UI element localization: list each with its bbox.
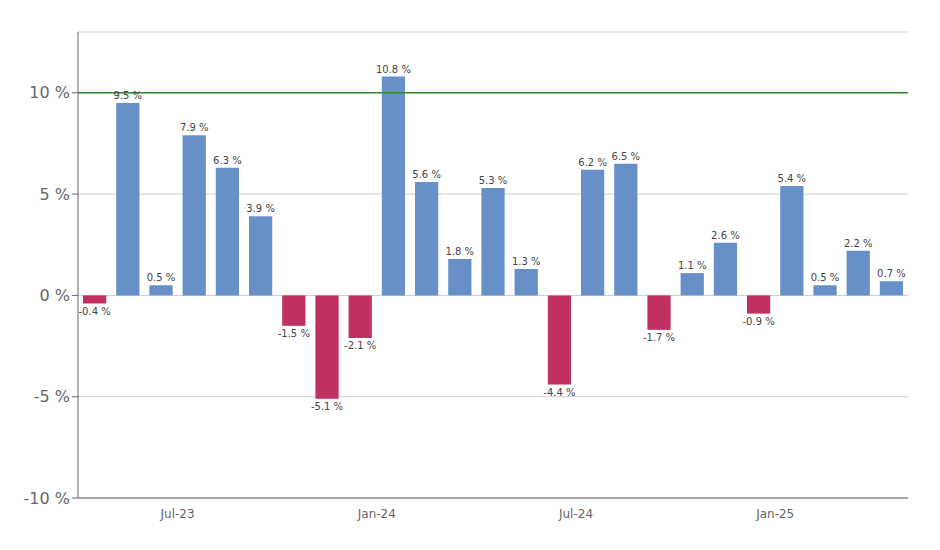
- svg-text:2.6 %: 2.6 %: [711, 230, 740, 241]
- svg-text:-4.4 %: -4.4 %: [543, 387, 575, 398]
- svg-text:-2.1 %: -2.1 %: [344, 340, 376, 351]
- svg-text:-10 %: -10 %: [24, 489, 70, 508]
- svg-text:3.9 %: 3.9 %: [246, 203, 275, 214]
- svg-text:Jan-25: Jan-25: [755, 507, 794, 521]
- svg-text:0.5 %: 0.5 %: [811, 272, 840, 283]
- svg-text:1.8 %: 1.8 %: [446, 246, 475, 257]
- svg-text:6.2 %: 6.2 %: [578, 157, 607, 168]
- svg-text:Jul-23: Jul-23: [160, 507, 195, 521]
- svg-text:0.7 %: 0.7 %: [877, 268, 906, 279]
- svg-text:-5.1 %: -5.1 %: [311, 401, 343, 412]
- svg-text:6.5 %: 6.5 %: [612, 151, 641, 162]
- svg-text:Jul-24: Jul-24: [558, 507, 593, 521]
- svg-text:1.1 %: 1.1 %: [678, 260, 707, 271]
- svg-text:5.6 %: 5.6 %: [412, 169, 441, 180]
- svg-text:5 %: 5 %: [40, 185, 70, 204]
- svg-text:2.2 %: 2.2 %: [844, 238, 873, 249]
- svg-text:-0.9 %: -0.9 %: [743, 316, 775, 327]
- svg-text:-0.4 %: -0.4 %: [79, 306, 111, 317]
- svg-text:7.9 %: 7.9 %: [180, 122, 209, 133]
- svg-text:10.8 %: 10.8 %: [376, 64, 411, 75]
- svg-text:-5 %: -5 %: [34, 387, 70, 406]
- svg-text:5.4 %: 5.4 %: [778, 173, 807, 184]
- svg-text:9.5 %: 9.5 %: [114, 90, 143, 101]
- svg-text:Jan-24: Jan-24: [357, 507, 396, 521]
- svg-text:6.3 %: 6.3 %: [213, 155, 242, 166]
- svg-text:0.5 %: 0.5 %: [147, 272, 176, 283]
- svg-text:5.3 %: 5.3 %: [479, 175, 508, 186]
- svg-text:-1.5 %: -1.5 %: [278, 328, 310, 339]
- svg-text:-1.7 %: -1.7 %: [643, 332, 675, 343]
- svg-text:10 %: 10 %: [29, 83, 70, 102]
- svg-text:1.3 %: 1.3 %: [512, 256, 541, 267]
- svg-text:0 %: 0 %: [40, 286, 70, 305]
